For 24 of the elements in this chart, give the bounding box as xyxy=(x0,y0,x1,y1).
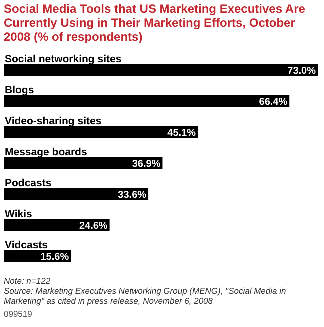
source-note: Source: Marketing Executives Networking Group (MENG), "Social Media in Marketing" as cited in press release, November 6, 2008 xyxy=(4,286,288,306)
bar xyxy=(4,218,110,232)
data-label: 33.6% xyxy=(118,190,147,202)
text: Note: n=122 xyxy=(4,276,52,286)
text: 099519 xyxy=(4,309,34,319)
data-label: 66.4% xyxy=(259,97,288,108)
bar xyxy=(4,64,318,76)
bar xyxy=(4,188,149,200)
data-label: 73.0% xyxy=(288,66,316,78)
y-tick-label: Blogs xyxy=(5,84,34,96)
y-tick-label: Video-sharing sites xyxy=(5,115,102,128)
y-tick-label: Social networking sites xyxy=(5,53,122,66)
y-tick-label: Message boards xyxy=(5,146,88,158)
y-tick-label: Vidcasts xyxy=(5,239,48,252)
bar xyxy=(4,156,163,170)
data-label: 24.6% xyxy=(79,221,108,232)
bar xyxy=(4,126,198,138)
y-tick-label: Podcasts xyxy=(5,177,52,190)
chart-title: Social Media Tools that US Marketing Executives Are Currently Using in Their Marketing Efforts, October 2008 (% of respondents) xyxy=(4,2,306,44)
data-label: 15.6% xyxy=(40,252,70,264)
data-label: 45.1% xyxy=(168,128,196,140)
data-label: 36.9% xyxy=(132,159,161,170)
bar xyxy=(4,94,290,108)
y-tick-label: Wikis xyxy=(5,208,32,220)
